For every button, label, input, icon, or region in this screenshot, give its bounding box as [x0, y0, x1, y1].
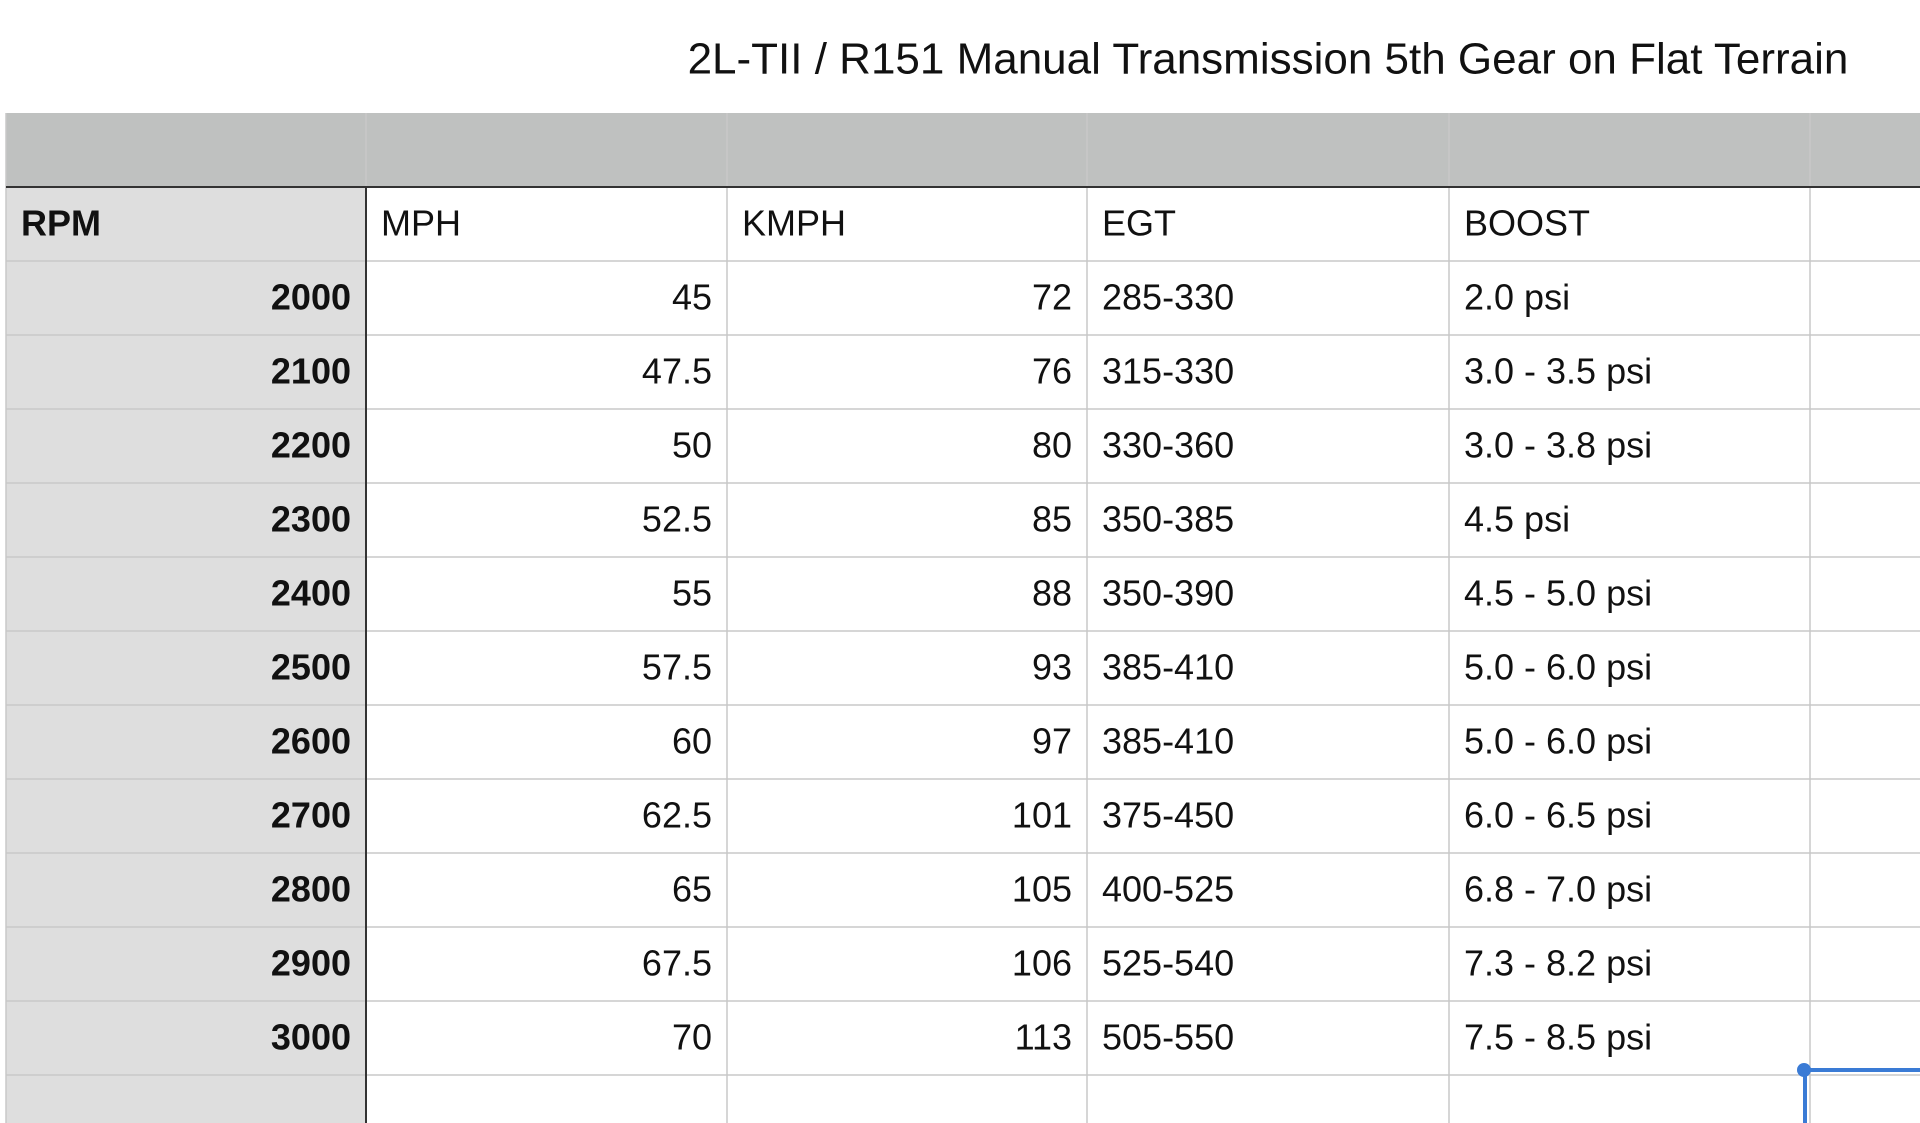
cell: 400-525	[1102, 869, 1234, 910]
row-header-column	[6, 187, 366, 1123]
cell: 80	[1032, 425, 1072, 466]
cell: 88	[1032, 573, 1072, 614]
cell: 85	[1032, 499, 1072, 540]
column-header: RPM	[21, 203, 101, 244]
cell: 5.0 - 6.0 psi	[1464, 721, 1652, 762]
row-header: 2000	[271, 277, 351, 318]
column-header: EGT	[1102, 203, 1176, 244]
cell: 285-330	[1102, 277, 1234, 318]
row-header: 2500	[271, 647, 351, 688]
header-band	[6, 113, 1920, 187]
cell: 330-360	[1102, 425, 1234, 466]
cell: 106	[1012, 943, 1072, 984]
cell: 67.5	[642, 943, 712, 984]
grid	[5, 113, 1920, 1123]
cell: 45	[672, 277, 712, 318]
cell: 70	[672, 1017, 712, 1058]
cell: 93	[1032, 647, 1072, 688]
cell: 375-450	[1102, 795, 1234, 836]
row-header: 2200	[271, 425, 351, 466]
cell: 385-410	[1102, 647, 1234, 688]
cell: 76	[1032, 351, 1072, 392]
selection-outline[interactable]	[1803, 1068, 1920, 1123]
cell: 4.5 - 5.0 psi	[1464, 573, 1652, 614]
cell: 57.5	[642, 647, 712, 688]
sheet-title: 2L-TII / R151 Manual Transmission 5th Ge…	[688, 35, 1849, 84]
cell: 315-330	[1102, 351, 1234, 392]
cell: 5.0 - 6.0 psi	[1464, 647, 1652, 688]
row-header: 2300	[271, 499, 351, 540]
cell: 2.0 psi	[1464, 277, 1570, 318]
column-header: BOOST	[1464, 203, 1590, 244]
row-header: 2100	[271, 351, 351, 392]
row-header: 2900	[271, 943, 351, 984]
cell: 113	[1015, 1017, 1072, 1058]
cell: 62.5	[642, 795, 712, 836]
cell: 65	[672, 869, 712, 910]
cell: 350-385	[1102, 499, 1234, 540]
cell: 47.5	[642, 351, 712, 392]
row-header: 2400	[271, 573, 351, 614]
cell: 50	[672, 425, 712, 466]
cell: 97	[1032, 721, 1072, 762]
cell: 7.3 - 8.2 psi	[1464, 943, 1652, 984]
cell: 4.5 psi	[1464, 499, 1570, 540]
cell: 525-540	[1102, 943, 1234, 984]
cell: 7.5 - 8.5 psi	[1464, 1017, 1652, 1058]
cell: 6.0 - 6.5 psi	[1464, 795, 1652, 836]
cell: 60	[672, 721, 712, 762]
row-header: 2800	[271, 869, 351, 910]
cells: RPM MPH KMPH EGT BOOST 2000 45 72 285-330 2.0 psi…	[21, 203, 1652, 1058]
selection-handle[interactable]	[1797, 1063, 1811, 1077]
column-header: MPH	[381, 203, 461, 244]
cell: 350-390	[1102, 573, 1234, 614]
cell: 3.0 - 3.8 psi	[1464, 425, 1652, 466]
row-header: 3000	[271, 1017, 351, 1058]
cell: 385-410	[1102, 721, 1234, 762]
cell: 52.5	[642, 499, 712, 540]
column-header: KMPH	[742, 203, 846, 244]
row-header: 2600	[271, 721, 351, 762]
cell: 55	[672, 573, 712, 614]
row-header: 2700	[271, 795, 351, 836]
cell: 101	[1012, 795, 1072, 836]
cell: 105	[1012, 869, 1072, 910]
cell: 72	[1032, 277, 1072, 318]
cell: 3.0 - 3.5 psi	[1464, 351, 1652, 392]
cell: 6.8 - 7.0 psi	[1464, 869, 1652, 910]
cell: 505-550	[1102, 1017, 1234, 1058]
